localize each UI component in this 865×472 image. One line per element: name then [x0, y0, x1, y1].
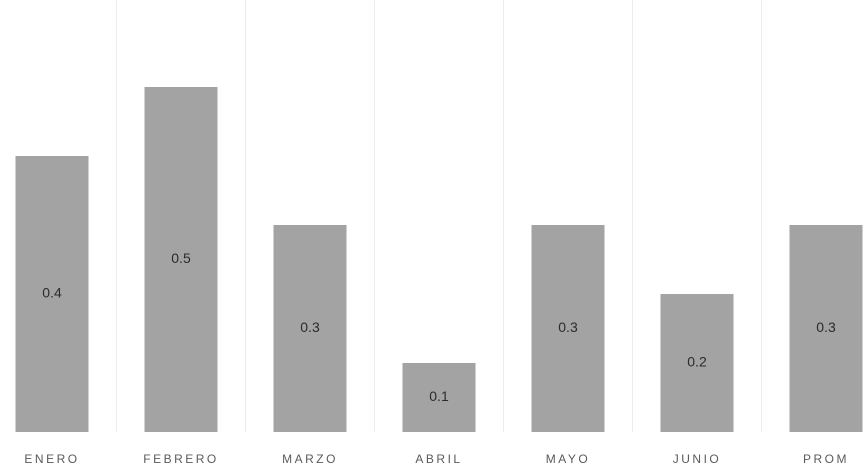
data-label-marzo: 0.3 — [300, 319, 320, 335]
data-label-abril: 0.1 — [429, 388, 449, 404]
category-label-abril: ABRIL — [415, 452, 462, 466]
category-label-prom: PROM — [803, 452, 849, 466]
data-label-febrero: 0.5 — [171, 250, 191, 266]
data-label-junio: 0.2 — [687, 354, 707, 370]
data-label-prom: 0.3 — [816, 319, 836, 335]
category-label-febrero: FEBRERO — [143, 452, 219, 466]
bar-enero — [15, 156, 89, 432]
category-label-enero: ENERO — [24, 452, 79, 466]
bar-junio — [660, 294, 734, 432]
bar-mayo — [531, 225, 605, 432]
category-label-junio: JUNIO — [673, 452, 722, 466]
bar-prom — [789, 225, 863, 432]
data-label-mayo: 0.3 — [558, 319, 578, 335]
bar-marzo — [273, 225, 347, 432]
data-label-enero: 0.4 — [42, 285, 62, 301]
category-label-mayo: MAYO — [546, 452, 590, 466]
bar-abril — [402, 363, 476, 432]
category-label-marzo: MARZO — [282, 452, 338, 466]
bar-febrero — [144, 87, 218, 432]
